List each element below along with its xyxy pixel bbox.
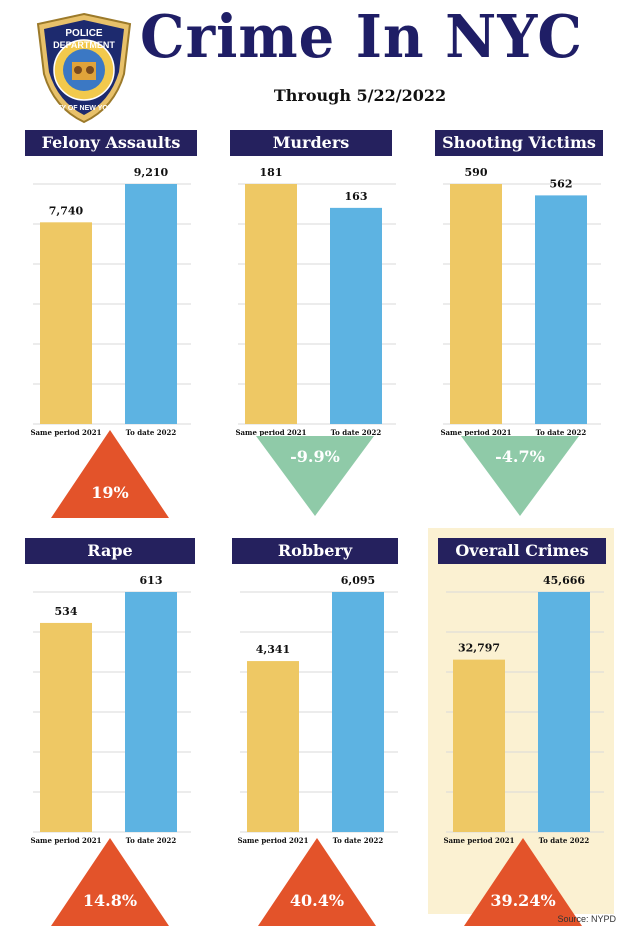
bar-2022 (535, 195, 587, 424)
data-label: 613 (140, 574, 163, 587)
data-label: 562 (550, 177, 573, 190)
change-triangle (256, 436, 374, 516)
change-triangle (461, 436, 579, 516)
category-label: Same period 2021 (237, 836, 308, 845)
bar-2022 (125, 592, 177, 832)
change-label: 19% (91, 483, 128, 502)
bar-chart: 590 Same period 2021 562 To date 2022 -4.7% (440, 166, 601, 516)
category-label: To date 2022 (331, 428, 382, 437)
nypd-logo: POLICE DEPARTMENT CITY OF NEW YORK (36, 12, 132, 124)
page-subtitle: Through 5/22/2022 (273, 86, 447, 105)
page-title: Crime In NYC (140, 2, 583, 72)
data-label: 32,797 (458, 642, 500, 655)
bar-2021 (40, 222, 92, 424)
category-label: Same period 2021 (235, 428, 306, 437)
change-triangle (258, 838, 376, 926)
chart-panel: Shooting Victims 590 Same period 2021 562 To… (435, 130, 605, 520)
bar-2021 (40, 622, 92, 832)
data-label: 6,095 (341, 574, 375, 587)
data-label: 9,210 (134, 166, 169, 179)
chart-panel: Overall Crimes 32,797 Same period 2021 45,6… (438, 538, 608, 928)
chart-title: Murders (230, 130, 392, 156)
chart-title: Rape (25, 538, 195, 564)
bar-chart: 32,797 Same period 2021 45,666 To date 2022… (443, 574, 604, 926)
change-label: 39.24% (490, 891, 555, 910)
data-label: 590 (465, 166, 488, 179)
change-triangle (51, 838, 169, 926)
change-triangle (464, 838, 582, 926)
category-label: To date 2022 (333, 836, 384, 845)
change-label: 40.4% (290, 891, 344, 910)
bar-2022 (538, 592, 590, 832)
logo-text-mid: DEPARTMENT (53, 40, 115, 50)
data-label: 181 (260, 166, 283, 179)
change-triangle (51, 430, 169, 518)
change-label: -9.9% (290, 447, 340, 466)
bar-2022 (125, 184, 177, 424)
bar-chart: 534 Same period 2021 613 To date 2022 14.8% (30, 574, 191, 926)
bar-2022 (332, 592, 384, 832)
change-label: -4.7% (495, 447, 545, 466)
source-note: Source: NYPD (557, 914, 616, 924)
bar-2021 (450, 184, 502, 424)
bar-2021 (245, 184, 297, 424)
change-label: 14.8% (83, 891, 137, 910)
bar-2021 (453, 659, 505, 832)
data-label: 7,740 (49, 204, 84, 217)
category-label: Same period 2021 (443, 836, 514, 845)
bar-chart: 4,341 Same period 2021 6,095 To date 2022 40… (237, 574, 398, 926)
data-label: 45,666 (543, 574, 585, 587)
category-label: To date 2022 (539, 836, 590, 845)
logo-text-ring: CITY OF NEW YORK (50, 105, 118, 112)
chart-panel: Murders 181 Same period 2021 163 To date 202… (230, 130, 400, 520)
chart-title: Felony Assaults (25, 130, 197, 156)
bar-2021 (247, 661, 299, 832)
bar-chart: 7,740 Same period 2021 9,210 To date 2022 19… (30, 166, 191, 518)
category-label: Same period 2021 (440, 428, 511, 437)
category-label: To date 2022 (126, 836, 177, 845)
category-label: To date 2022 (126, 428, 177, 437)
chart-panel: Robbery 4,341 Same period 2021 6,095 To date… (232, 538, 402, 928)
chart-panel: Rape 534 Same period 2021 613 To date 2022 14… (25, 538, 195, 928)
category-label: Same period 2021 (30, 836, 101, 845)
bar-2022 (330, 207, 382, 424)
chart-title: Overall Crimes (438, 538, 606, 564)
data-label: 4,341 (256, 643, 290, 656)
category-label: Same period 2021 (30, 428, 101, 437)
bar-chart: 181 Same period 2021 163 To date 2022 -9.9% (235, 166, 396, 516)
chart-title: Shooting Victims (435, 130, 603, 156)
chart-panel: Felony Assaults 7,740 Same period 2021 9,21… (25, 130, 197, 520)
data-label: 163 (345, 190, 368, 203)
logo-text-top: POLICE (65, 28, 103, 39)
chart-title: Robbery (232, 538, 398, 564)
category-label: To date 2022 (536, 428, 587, 437)
data-label: 534 (55, 605, 78, 618)
